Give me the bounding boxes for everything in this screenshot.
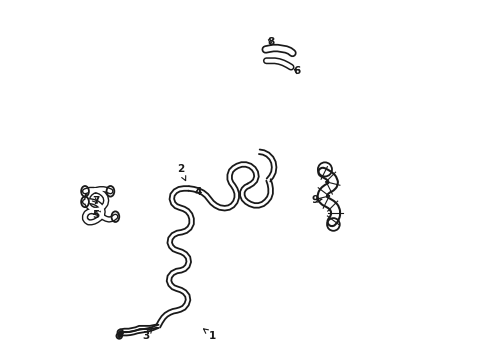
Text: 6: 6 xyxy=(293,66,301,76)
Text: 4: 4 xyxy=(195,187,202,197)
Text: 8: 8 xyxy=(266,37,274,48)
Text: 9: 9 xyxy=(311,195,321,206)
Circle shape xyxy=(119,331,122,334)
Circle shape xyxy=(118,334,121,337)
Text: 5: 5 xyxy=(92,210,99,220)
Text: 1: 1 xyxy=(203,329,216,341)
Text: 3: 3 xyxy=(142,328,152,341)
Text: 7: 7 xyxy=(92,196,99,206)
Text: 2: 2 xyxy=(176,165,185,181)
